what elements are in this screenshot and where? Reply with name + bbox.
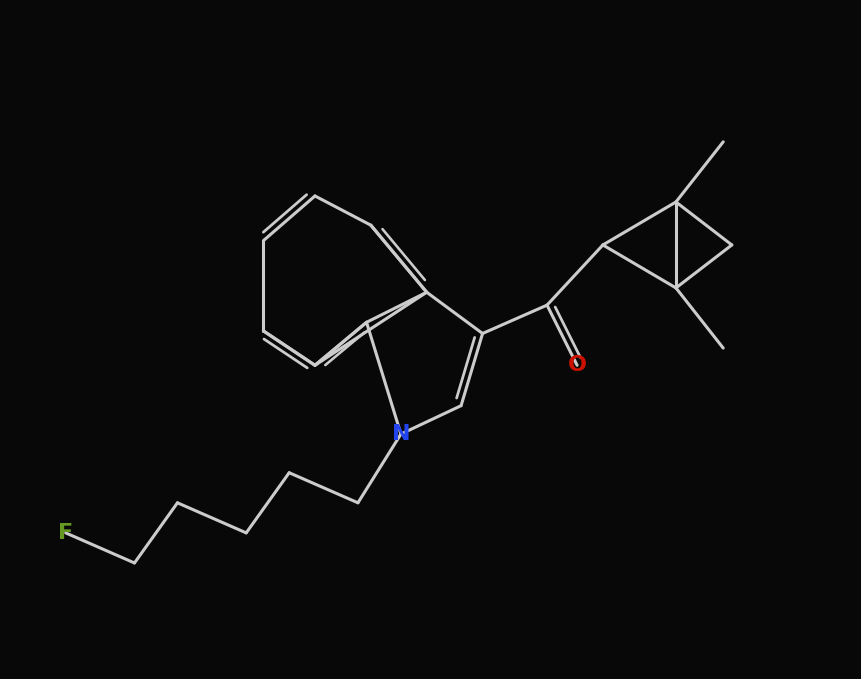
Text: O: O xyxy=(567,355,586,375)
Text: N: N xyxy=(391,424,410,444)
Text: F: F xyxy=(58,523,73,543)
